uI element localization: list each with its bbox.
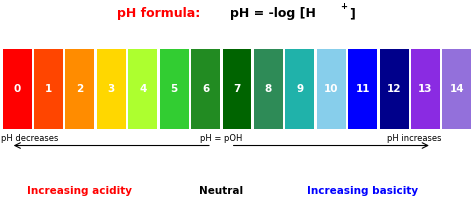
- FancyBboxPatch shape: [97, 49, 126, 129]
- Text: 11: 11: [356, 84, 370, 94]
- FancyBboxPatch shape: [254, 49, 283, 129]
- Text: pH = pOH: pH = pOH: [200, 134, 243, 143]
- Text: 8: 8: [265, 84, 272, 94]
- Text: pH decreases: pH decreases: [1, 134, 59, 143]
- Text: 4: 4: [139, 84, 146, 94]
- Text: 2: 2: [76, 84, 83, 94]
- Text: 12: 12: [387, 84, 401, 94]
- Text: Increasing basicity: Increasing basicity: [307, 186, 418, 196]
- Text: 1: 1: [45, 84, 52, 94]
- FancyBboxPatch shape: [3, 49, 32, 129]
- FancyBboxPatch shape: [317, 49, 346, 129]
- FancyBboxPatch shape: [380, 49, 409, 129]
- Text: 14: 14: [450, 84, 464, 94]
- FancyBboxPatch shape: [128, 49, 157, 129]
- Text: 13: 13: [418, 84, 433, 94]
- Text: 5: 5: [171, 84, 178, 94]
- FancyBboxPatch shape: [160, 49, 189, 129]
- Text: +: +: [340, 2, 347, 11]
- Text: pH increases: pH increases: [387, 134, 441, 143]
- FancyBboxPatch shape: [411, 49, 440, 129]
- FancyBboxPatch shape: [348, 49, 377, 129]
- FancyBboxPatch shape: [442, 49, 471, 129]
- Text: 9: 9: [296, 84, 303, 94]
- FancyBboxPatch shape: [223, 49, 251, 129]
- Text: 7: 7: [233, 84, 241, 94]
- Text: Neutral: Neutral: [199, 186, 243, 196]
- Text: 6: 6: [202, 84, 209, 94]
- FancyBboxPatch shape: [191, 49, 220, 129]
- FancyBboxPatch shape: [285, 49, 314, 129]
- FancyBboxPatch shape: [34, 49, 63, 129]
- Text: 10: 10: [324, 84, 338, 94]
- FancyBboxPatch shape: [65, 49, 94, 129]
- Text: 0: 0: [13, 84, 21, 94]
- Text: ]: ]: [349, 7, 355, 20]
- Text: 3: 3: [108, 84, 115, 94]
- Text: pH formula:: pH formula:: [118, 7, 205, 20]
- Text: pH = -log [H: pH = -log [H: [230, 7, 316, 20]
- Text: Increasing acidity: Increasing acidity: [27, 186, 132, 196]
